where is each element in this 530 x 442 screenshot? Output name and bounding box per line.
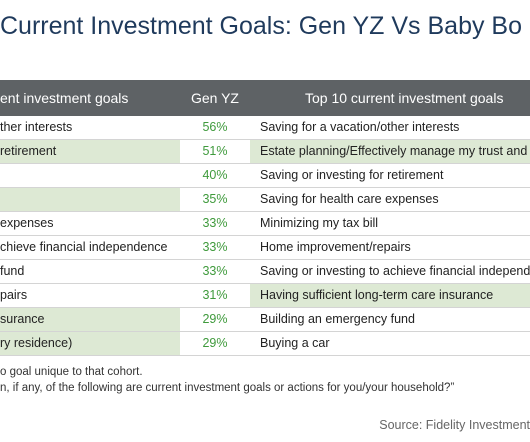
header-cell: Top 10 current investment goals: [305, 90, 504, 106]
table-row: fund 33% Saving or investing to achieve fi…: [0, 260, 530, 284]
cell: expenses: [0, 216, 54, 230]
cell: Estate planning/Effectively manage my tr…: [250, 140, 530, 163]
cell: ry residence): [0, 332, 180, 355]
footnote: n, if any, of the following are current …: [0, 382, 455, 394]
cell: Saving for health care expenses: [260, 192, 439, 206]
cell: 40%: [202, 168, 228, 182]
cell: 31%: [202, 288, 228, 302]
cell: surance: [0, 308, 180, 331]
table-row: chieve financial independence 33% Home imp…: [0, 236, 530, 260]
cell: chieve financial independence: [0, 240, 168, 254]
cell: Minimizing my tax bill: [260, 216, 379, 230]
cell: 33%: [202, 216, 228, 230]
table-row: ry residence) 29% Buying a car: [0, 332, 530, 356]
cell: 33%: [202, 264, 228, 278]
cell: 33%: [202, 240, 228, 254]
table-row: ther interests 56% Saving for a vacation/o…: [0, 116, 530, 140]
cell: retirement: [0, 140, 180, 163]
table-row: expenses 33% Minimizing my tax bill: [0, 212, 530, 236]
cell: [0, 164, 180, 187]
table-row: pairs 31% Having sufficient long-term care…: [0, 284, 530, 308]
footnote: o goal unique to that cohort.: [0, 366, 143, 378]
cell: 35%: [202, 192, 228, 206]
cell: Saving or investing to achieve financial…: [260, 264, 530, 278]
cell: Buying a car: [260, 336, 330, 350]
cell: 29%: [202, 336, 228, 350]
cell: Home improvement/repairs: [260, 240, 411, 254]
header-cell: Gen YZ: [191, 90, 239, 106]
cell: [0, 188, 180, 211]
table-row: retirement 51% Estate planning/Effectively…: [0, 140, 530, 164]
source: Source: Fidelity Investment: [379, 418, 530, 432]
table-row: 40% Saving or investing for retirement: [0, 164, 530, 188]
cell: fund: [0, 264, 25, 278]
table-header: ent investment goals Gen YZ Top 10 curre…: [0, 80, 530, 116]
cell: Building an emergency fund: [260, 312, 415, 326]
cell: Having sufficient long-term care insuran…: [250, 284, 530, 307]
cell: Saving or investing for retirement: [260, 168, 444, 182]
header-cell: ent investment goals: [0, 90, 129, 106]
title: Current Investment Goals: Gen YZ Vs Baby…: [0, 12, 522, 40]
cell: ther interests: [0, 120, 73, 134]
cell: 51%: [202, 144, 228, 158]
table-row: surance 29% Building an emergency fund: [0, 308, 530, 332]
cell: pairs: [0, 288, 28, 302]
table-row: 35% Saving for health care expenses: [0, 188, 530, 212]
cell: Saving for a vacation/other interests: [260, 120, 460, 134]
cell: 56%: [202, 120, 228, 134]
cell: 29%: [202, 312, 228, 326]
